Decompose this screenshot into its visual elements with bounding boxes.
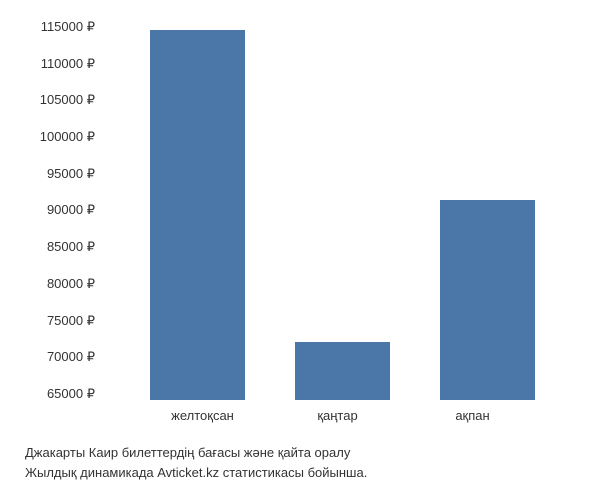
x-axis: желтоқсан қаңтар ақпан <box>20 408 580 423</box>
y-tick-label: 85000 ₽ <box>47 240 95 253</box>
y-tick-label: 115000 ₽ <box>41 20 95 33</box>
y-axis: 115000 ₽ 110000 ₽ 105000 ₽ 100000 ₽ 9500… <box>20 20 105 400</box>
y-tick-label: 70000 ₽ <box>47 350 95 363</box>
plot-area: 115000 ₽ 110000 ₽ 105000 ₽ 100000 ₽ 9500… <box>20 20 580 400</box>
y-tick-label: 95000 ₽ <box>47 167 95 180</box>
bars-area <box>105 20 580 400</box>
x-tick-label: ақпан <box>425 408 520 423</box>
caption-line-1: Джакарты Каир билеттердің бағасы және қа… <box>25 443 575 463</box>
y-tick-label: 105000 ₽ <box>40 93 95 106</box>
bar-feb <box>440 200 535 400</box>
y-tick-label: 110000 ₽ <box>41 57 95 70</box>
y-tick-label: 65000 ₽ <box>47 387 95 400</box>
chart-container: 115000 ₽ 110000 ₽ 105000 ₽ 100000 ₽ 9500… <box>0 0 600 500</box>
x-tick-label: желтоқсан <box>155 408 250 423</box>
y-tick-label: 90000 ₽ <box>47 203 95 216</box>
bar-jan <box>295 342 390 400</box>
y-tick-label: 100000 ₽ <box>40 130 95 143</box>
bar-dec <box>150 30 245 400</box>
x-tick-label: қаңтар <box>290 408 385 423</box>
chart-caption: Джакарты Каир билеттердің бағасы және қа… <box>20 443 580 482</box>
y-tick-label: 80000 ₽ <box>47 277 95 290</box>
y-tick-label: 75000 ₽ <box>47 314 95 327</box>
caption-line-2: Жылдық динамикада Avticket.kz статистика… <box>25 463 575 483</box>
x-labels: желтоқсан қаңтар ақпан <box>115 408 560 423</box>
